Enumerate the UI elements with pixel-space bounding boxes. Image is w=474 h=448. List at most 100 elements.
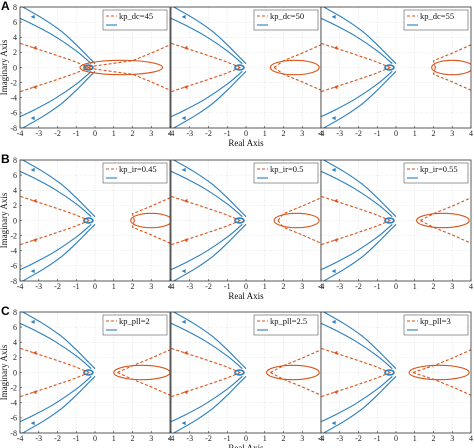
orange-locus-right-upper [420, 197, 471, 221]
x-tick-label: 1 [263, 282, 267, 291]
y-tick-label: 8 [13, 156, 17, 165]
x-tick-label: -4 [318, 434, 325, 443]
legend-label: kp_ir=0.45 [119, 164, 157, 174]
x-tick-label: -3 [35, 129, 42, 138]
y-tick-label: -6 [10, 414, 17, 423]
y-axis-label: Imaginary Axis [0, 192, 9, 248]
x-tick-label: 3 [300, 282, 304, 291]
x-tick-label: -4 [17, 282, 24, 291]
x-tick-label: 0 [244, 129, 248, 138]
x-tick-label: 0 [93, 282, 97, 291]
x-tick-label: 4 [168, 129, 172, 138]
orange-locus-right-upper [273, 44, 321, 68]
x-tick-label: 4 [469, 434, 473, 443]
orange-locus-loop [269, 59, 320, 76]
x-tick-label: 2 [432, 434, 436, 443]
direction-arrow [331, 269, 336, 274]
blue-locus-inner-lower [321, 70, 393, 118]
x-tick-label: 3 [300, 129, 304, 138]
blue-locus-inner-upper [321, 17, 393, 65]
legend-label: kp_ir=0.5 [270, 164, 303, 174]
blue-locus-inner-lower [171, 70, 243, 118]
direction-arrow [331, 421, 336, 426]
blue-locus-lower [322, 375, 397, 433]
x-tick-label: 4 [319, 434, 323, 443]
x-tick-label: 0 [93, 129, 97, 138]
x-tick-label: 1 [263, 434, 267, 443]
blue-locus-inner-upper [171, 322, 243, 370]
x-axis-label: Real Axis [228, 443, 264, 448]
blue-locus-inner-upper [20, 322, 92, 370]
legend-label: kp_dc=55 [420, 11, 454, 21]
direction-arrow [181, 167, 186, 172]
x-tick-label: 3 [149, 282, 153, 291]
x-tick-label: 3 [300, 434, 304, 443]
legend-box [403, 162, 469, 184]
y-tick-label: 8 [13, 308, 17, 317]
legend-box [102, 162, 168, 184]
blue-locus-loop [234, 217, 245, 224]
blue-locus-loop [234, 369, 245, 376]
direction-arrow [181, 269, 186, 274]
direction-arrow [32, 198, 37, 203]
x-tick-label: 1 [112, 434, 116, 443]
plot-lines [171, 7, 321, 128]
x-tick-label: 2 [282, 434, 286, 443]
y-tick-label: 2 [13, 48, 17, 57]
direction-arrow [32, 85, 37, 90]
y-tick-label: 4 [13, 33, 17, 42]
direction-arrow [331, 14, 336, 19]
orange-locus-right-upper [117, 349, 170, 374]
x-tick-label: 4 [319, 282, 323, 291]
direction-arrow [183, 350, 188, 355]
legend: kp_ir=0.55 [403, 162, 469, 184]
blue-locus-inner-upper [171, 170, 243, 218]
plot-lines [321, 312, 471, 433]
direction-arrow [183, 45, 188, 50]
x-tick-label: 1 [263, 129, 267, 138]
x-tick-label: 3 [450, 434, 454, 443]
direction-arrow [30, 269, 35, 274]
direction-arrow [30, 116, 35, 121]
legend-label: kp_pll=2.5 [270, 316, 307, 326]
direction-arrow [181, 421, 186, 426]
legend-label: kp_dc=45 [119, 11, 153, 21]
x-tick-label: -2 [355, 282, 362, 291]
x-tick-label: -3 [336, 434, 343, 443]
legend-label: kp_pll=2 [119, 316, 150, 326]
blue-locus-lower [322, 70, 397, 128]
orange-locus-right-upper [270, 349, 321, 373]
legend-label: kp_pll=3 [420, 316, 451, 326]
blue-locus-upper [21, 7, 96, 65]
direction-arrow [30, 167, 35, 172]
orange-locus-right-lower [420, 220, 471, 244]
subplot-C-2: -4 -3 -2 -1 0 1 2 3 4 kp_pll=2.5 [168, 311, 323, 443]
orange-locus-loop [79, 59, 164, 76]
orange-locus-loop [408, 364, 470, 381]
x-tick-label: -3 [35, 434, 42, 443]
orange-locus-right-upper [412, 349, 471, 374]
x-tick-label: 0 [394, 434, 398, 443]
blue-locus-inner-upper [171, 17, 243, 65]
subplot-C-1: -4 -3 -2 -1 0 1 2 3 4 -8 -6 -4 -2 0 2 4 6 8 kp_pll=2 [10, 308, 172, 443]
direction-arrow [183, 198, 188, 203]
x-tick-label: -4 [17, 129, 24, 138]
legend: kp_dc=55 [403, 9, 469, 31]
x-tick-label: -4 [168, 434, 175, 443]
legend-box [253, 9, 319, 31]
y-tick-label: 6 [13, 18, 17, 27]
direction-arrow [181, 319, 186, 324]
direction-arrow [30, 421, 35, 426]
direction-arrow [183, 85, 188, 90]
blue-locus-inner-lower [321, 375, 393, 423]
x-tick-label: 2 [282, 129, 286, 138]
plot-lines [20, 312, 170, 433]
y-tick-label: -2 [10, 78, 17, 87]
x-tick-label: 1 [413, 282, 417, 291]
x-tick-label: 0 [394, 129, 398, 138]
legend-box [403, 314, 469, 336]
direction-arrow [181, 116, 186, 121]
blue-locus-lower [172, 375, 247, 433]
direction-arrow [333, 350, 338, 355]
